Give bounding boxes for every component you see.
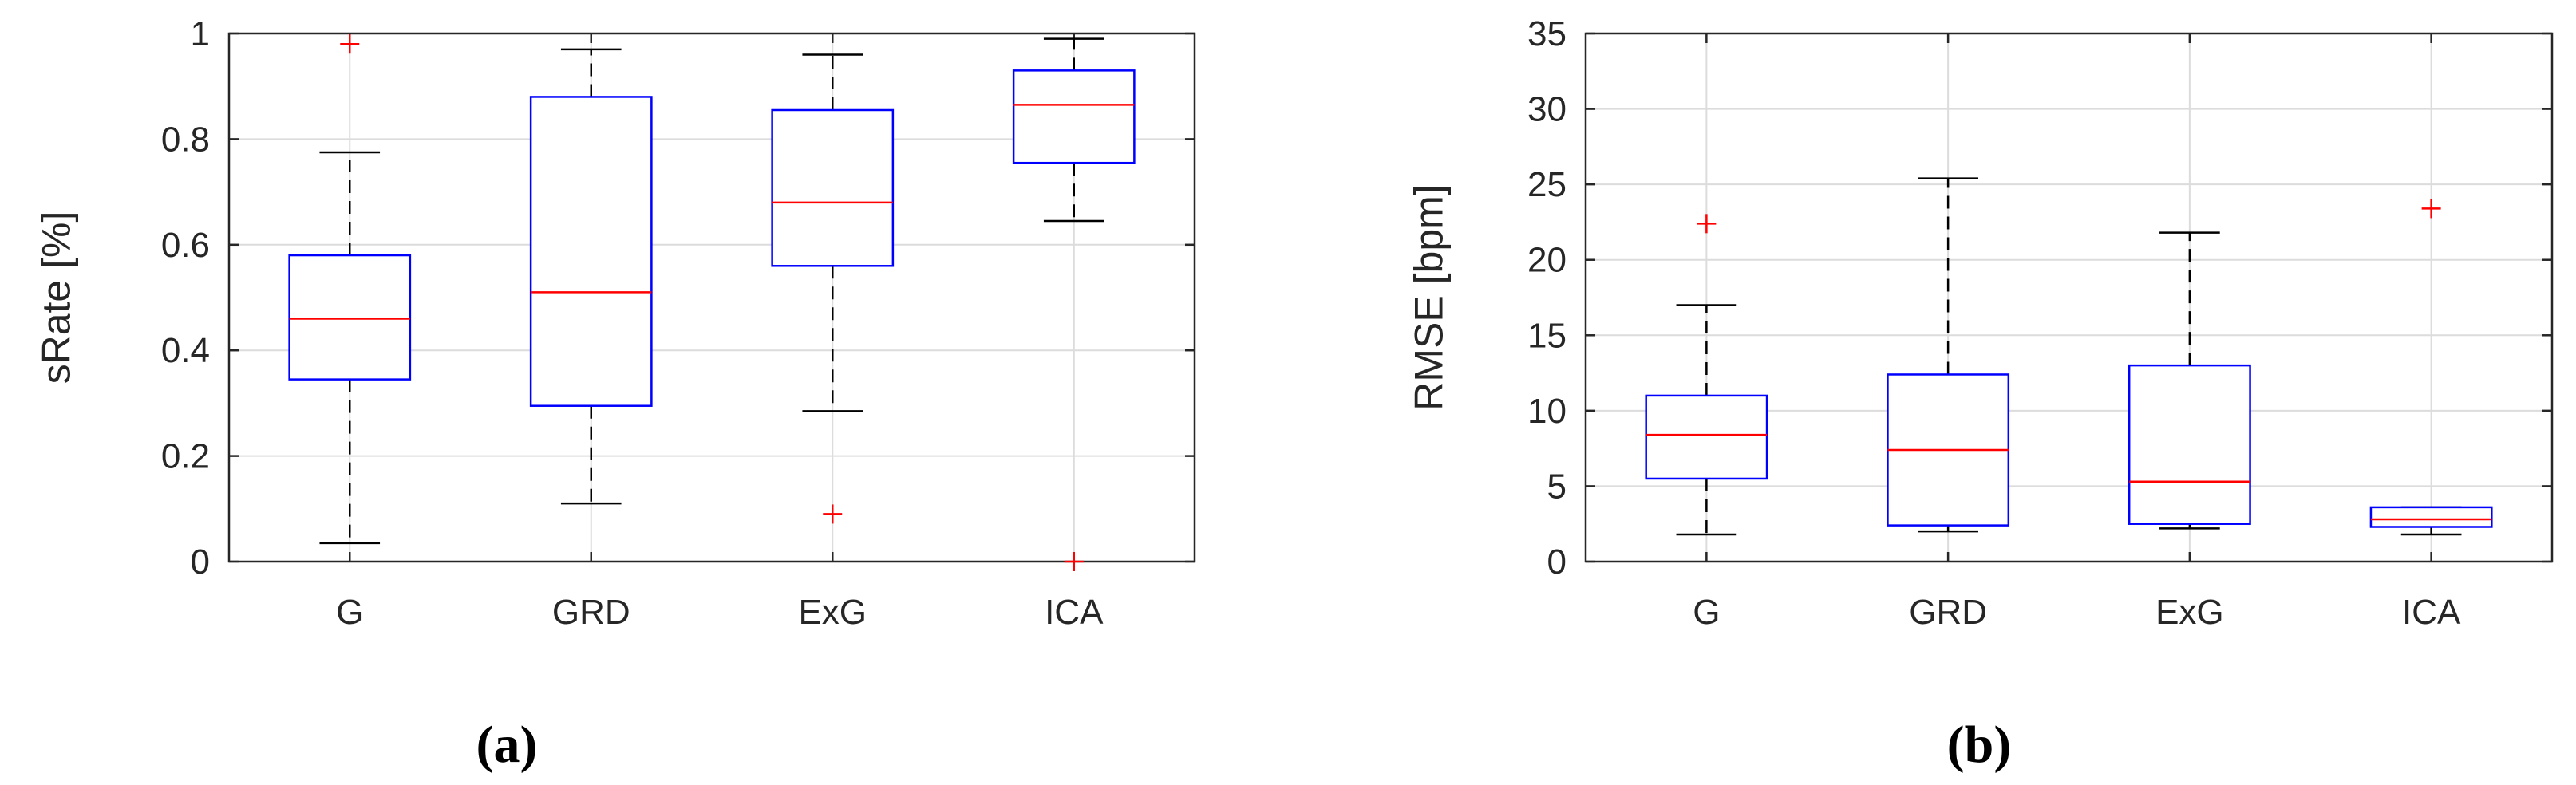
y-tick-label: 0 xyxy=(1547,542,1567,582)
axes-frame xyxy=(1584,32,2554,563)
y-tick-label: 0.6 xyxy=(161,226,210,265)
box-g xyxy=(288,34,412,545)
box-iqr xyxy=(771,108,895,267)
box-iqr xyxy=(288,254,412,381)
chart-panel-2: 0 5 10 15 20 25 30 35 G GRD ExG ICA RMSE [bpm] (b) xyxy=(1407,14,2554,774)
box-grd xyxy=(529,48,653,505)
x-tick-label: G xyxy=(336,593,363,632)
box-ica xyxy=(1012,37,1136,571)
y-tick-label: 0.2 xyxy=(161,437,210,476)
y-tick-label: 0.4 xyxy=(161,331,210,370)
outlier-marker xyxy=(1064,552,1084,571)
y-tick-label: 35 xyxy=(1527,14,1567,53)
box-g xyxy=(1645,214,1768,536)
y-tick-label: 1 xyxy=(191,14,210,53)
x-tick-label: ExG xyxy=(2155,593,2224,632)
outlier-marker xyxy=(2421,199,2441,219)
box-exg xyxy=(2128,231,2251,530)
chart-panel-1: 0 0.2 0.4 0.6 0.8 1 G GRD ExG ICA sRate [%] (a) xyxy=(34,14,1196,774)
x-tick-label: GRD xyxy=(1909,593,1987,632)
box-iqr xyxy=(2128,364,2251,525)
y-tick-label: 20 xyxy=(1527,241,1567,280)
y-tick-label: 15 xyxy=(1527,316,1567,355)
panel-label: (b) xyxy=(1947,716,2012,774)
y-tick-label: 5 xyxy=(1547,467,1567,506)
y-tick-label: 25 xyxy=(1527,165,1567,204)
y-tick-label: 10 xyxy=(1527,392,1567,431)
box-iqr xyxy=(1645,394,1768,480)
box-iqr xyxy=(529,96,653,407)
x-tick-label: GRD xyxy=(552,593,630,632)
y-axis-title: sRate [%] xyxy=(34,211,79,385)
box-iqr xyxy=(1012,69,1136,164)
box-ica xyxy=(2369,199,2493,536)
x-tick-label: G xyxy=(1693,593,1720,632)
x-tick-label: ExG xyxy=(798,593,867,632)
outlier-marker xyxy=(340,34,360,54)
x-tick-label: ICA xyxy=(2402,593,2461,632)
y-tick-label: 30 xyxy=(1527,90,1567,129)
box-grd xyxy=(1887,177,2010,533)
outlier-marker xyxy=(1697,214,1717,234)
outlier-marker xyxy=(823,504,843,524)
box-exg xyxy=(771,53,895,524)
box-iqr xyxy=(2369,506,2493,528)
axes-frame xyxy=(227,32,1196,563)
panel-label: (a) xyxy=(476,716,538,774)
x-tick-label: ICA xyxy=(1045,593,1104,632)
y-tick-label: 0.8 xyxy=(161,120,210,159)
y-axis-title: RMSE [bpm] xyxy=(1407,184,1452,410)
y-tick-label: 0 xyxy=(191,542,210,582)
